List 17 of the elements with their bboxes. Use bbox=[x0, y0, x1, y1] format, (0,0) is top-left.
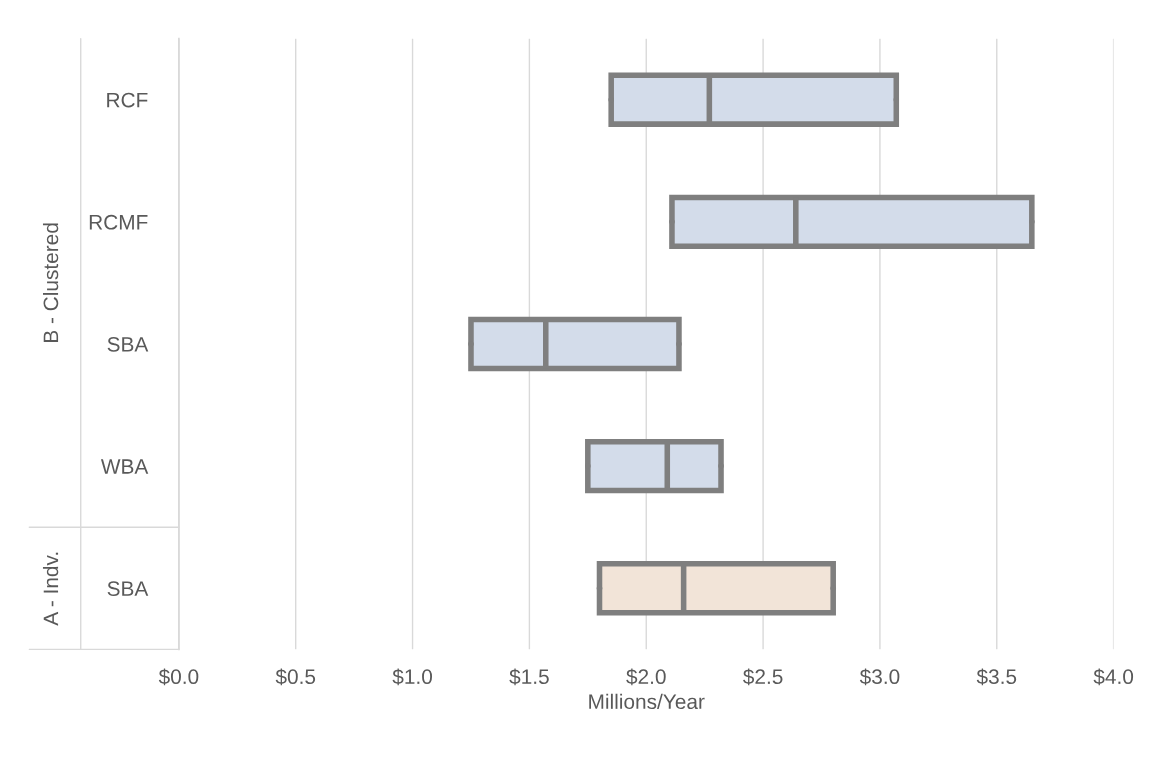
x-tick-label: $2.0 bbox=[626, 668, 666, 686]
x-tick-label: $3.0 bbox=[859, 668, 900, 686]
y-tick-label: SBA bbox=[107, 336, 149, 352]
x-tick-label: $4.0 bbox=[1093, 668, 1134, 686]
y-tick-label: SBA bbox=[107, 581, 149, 597]
x-tick-label: $0.5 bbox=[275, 668, 316, 686]
text: A - Indv. bbox=[42, 552, 59, 626]
x-tick-label: $3.5 bbox=[976, 668, 1017, 686]
text: B - Clustered bbox=[42, 223, 59, 342]
x-tick-label: $2.5 bbox=[743, 668, 783, 686]
x-tick-label: $0.0 bbox=[158, 668, 199, 686]
x-tick-label: $1.5 bbox=[509, 668, 549, 686]
y-tick-label: WBA bbox=[100, 459, 149, 474]
x-axis-title: Millions/Year bbox=[589, 693, 705, 710]
x-tick-label: $1.0 bbox=[392, 668, 433, 686]
y-tick-label: RCMF bbox=[89, 214, 148, 230]
y-tick-label: RCF bbox=[107, 92, 148, 108]
